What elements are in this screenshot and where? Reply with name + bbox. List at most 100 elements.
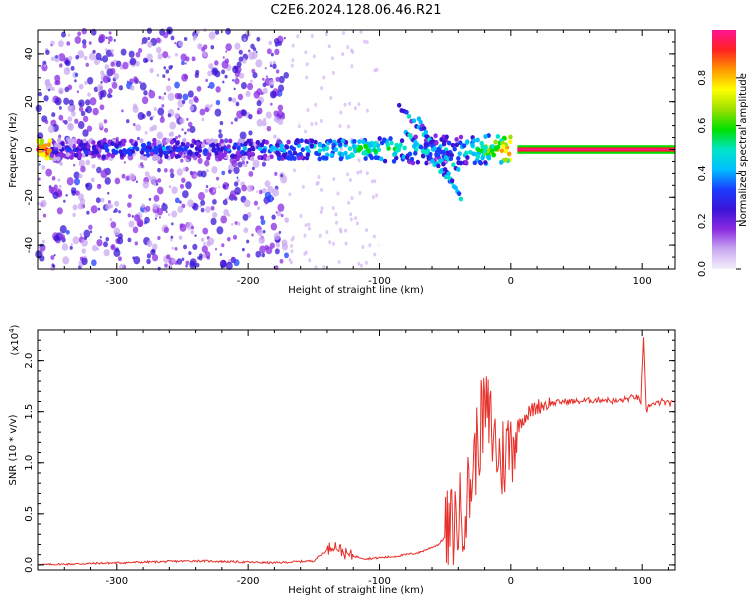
x-tick-label: -200 xyxy=(237,576,260,587)
heatmap-cell xyxy=(38,91,42,97)
heatmap-cell xyxy=(170,238,173,242)
heatmap-cell xyxy=(215,99,221,106)
heatmap-cell xyxy=(238,49,243,55)
heatmap-cell xyxy=(305,75,309,80)
heatmap-cell xyxy=(465,155,470,160)
heatmap-cell xyxy=(337,259,341,264)
heatmap-cell xyxy=(284,217,290,223)
heatmap-cell xyxy=(74,79,77,83)
x-tick-label: -300 xyxy=(105,576,128,587)
heatmap-cell xyxy=(129,57,137,66)
heatmap-cell xyxy=(35,104,42,113)
heatmap-cell xyxy=(163,226,169,234)
heatmap-cell xyxy=(499,148,505,154)
heatmap-cell xyxy=(200,237,205,242)
colorbar: 0.0 0.2 0.4 0.6 0.8 Normalized spectral ampl… xyxy=(697,30,749,277)
heatmap-cell xyxy=(86,144,91,149)
heatmap-cell xyxy=(153,107,157,112)
heatmap-cell xyxy=(136,136,140,141)
heatmap-cell xyxy=(85,62,90,67)
heatmap-cell xyxy=(78,173,83,179)
heatmap-cell xyxy=(137,47,143,54)
heatmap-cell xyxy=(95,52,102,61)
heatmap-cell xyxy=(204,107,210,113)
heatmap-cell xyxy=(322,75,326,80)
heatmap-cell xyxy=(479,148,484,154)
heatmap-cell xyxy=(101,154,106,160)
heatmap-cell xyxy=(276,151,281,157)
figure-title: C2E6.2024.128.06.46.R21 xyxy=(270,3,441,18)
heatmap-cell xyxy=(157,107,165,116)
heatmap-cell xyxy=(91,140,96,145)
heatmap-cell xyxy=(277,104,284,112)
heatmap-cell xyxy=(486,154,492,160)
heatmap-cell xyxy=(121,109,124,113)
heatmap-cell xyxy=(351,50,355,55)
heatmap-cell xyxy=(490,144,495,149)
heatmap-cell xyxy=(418,144,424,150)
heatmap-cell xyxy=(155,37,161,44)
heatmap-cell xyxy=(147,175,152,180)
heatmap-cell xyxy=(201,117,205,122)
heatmap-cell xyxy=(507,139,513,145)
heatmap-cell xyxy=(176,258,183,265)
heatmap-cell xyxy=(61,243,69,251)
heatmap-cell xyxy=(208,187,213,193)
heatmap-cell xyxy=(184,131,187,135)
heatmap-cell xyxy=(211,166,218,174)
heatmap-cell xyxy=(95,197,101,204)
heatmap-cell xyxy=(187,90,194,98)
heatmap-cell xyxy=(377,136,382,141)
heatmap-cell xyxy=(183,144,188,150)
heatmap-cell xyxy=(205,138,211,144)
heatmap-cell xyxy=(139,138,144,144)
snr-multiplier: (x104) xyxy=(8,324,21,355)
heatmap-cell xyxy=(352,138,357,144)
heatmap-cell xyxy=(100,89,107,98)
heatmap-cell xyxy=(88,224,93,230)
heatmap-cell xyxy=(446,140,452,146)
heatmap-cell xyxy=(62,256,70,265)
heatmap-cell xyxy=(117,237,124,245)
heatmap-cell xyxy=(146,253,152,259)
heatmap-cell xyxy=(421,126,427,131)
heatmap-cell xyxy=(52,191,59,200)
heatmap-cell xyxy=(250,145,255,151)
heatmap-cell xyxy=(66,177,74,186)
heatmap-cell xyxy=(213,138,218,144)
heatmap-cell xyxy=(239,72,245,79)
heatmap-cell xyxy=(470,142,475,148)
heatmap-cell xyxy=(205,185,209,188)
heatmap-cell xyxy=(111,148,116,154)
heatmap-cell xyxy=(309,138,315,144)
colorbar-tick-label: 0.6 xyxy=(697,118,708,134)
heatmap-cell xyxy=(424,160,429,166)
heatmap-cell xyxy=(260,215,265,221)
heatmap-cell xyxy=(340,138,346,144)
heatmap-cell xyxy=(178,40,184,47)
heatmap-cell xyxy=(183,36,188,42)
heatmap-cell xyxy=(181,128,184,131)
heatmap-cell xyxy=(206,255,210,260)
heatmap-cell xyxy=(69,245,73,250)
y-tick-label: 0 xyxy=(24,146,35,152)
heatmap-cell xyxy=(174,52,178,57)
heatmap-cell xyxy=(47,125,55,134)
heatmap-cell xyxy=(167,213,171,217)
heatmap-cell xyxy=(146,258,151,265)
heatmap-cell xyxy=(314,102,318,107)
y-tick-label: -20 xyxy=(24,189,35,205)
heatmap-cell xyxy=(252,159,260,168)
heatmap-cell xyxy=(351,143,357,149)
heatmap-cell xyxy=(275,76,280,82)
heatmap-cell xyxy=(181,73,188,82)
heatmap-cell xyxy=(88,41,92,45)
heatmap-cell xyxy=(235,156,240,162)
heatmap-cell xyxy=(277,118,284,125)
heatmap-cell xyxy=(146,53,153,61)
heatmap-cell xyxy=(304,223,308,228)
heatmap-cell xyxy=(177,107,180,111)
heatmap-cell xyxy=(159,116,165,124)
heatmap-cell xyxy=(90,205,98,214)
heatmap-cell xyxy=(295,138,300,143)
